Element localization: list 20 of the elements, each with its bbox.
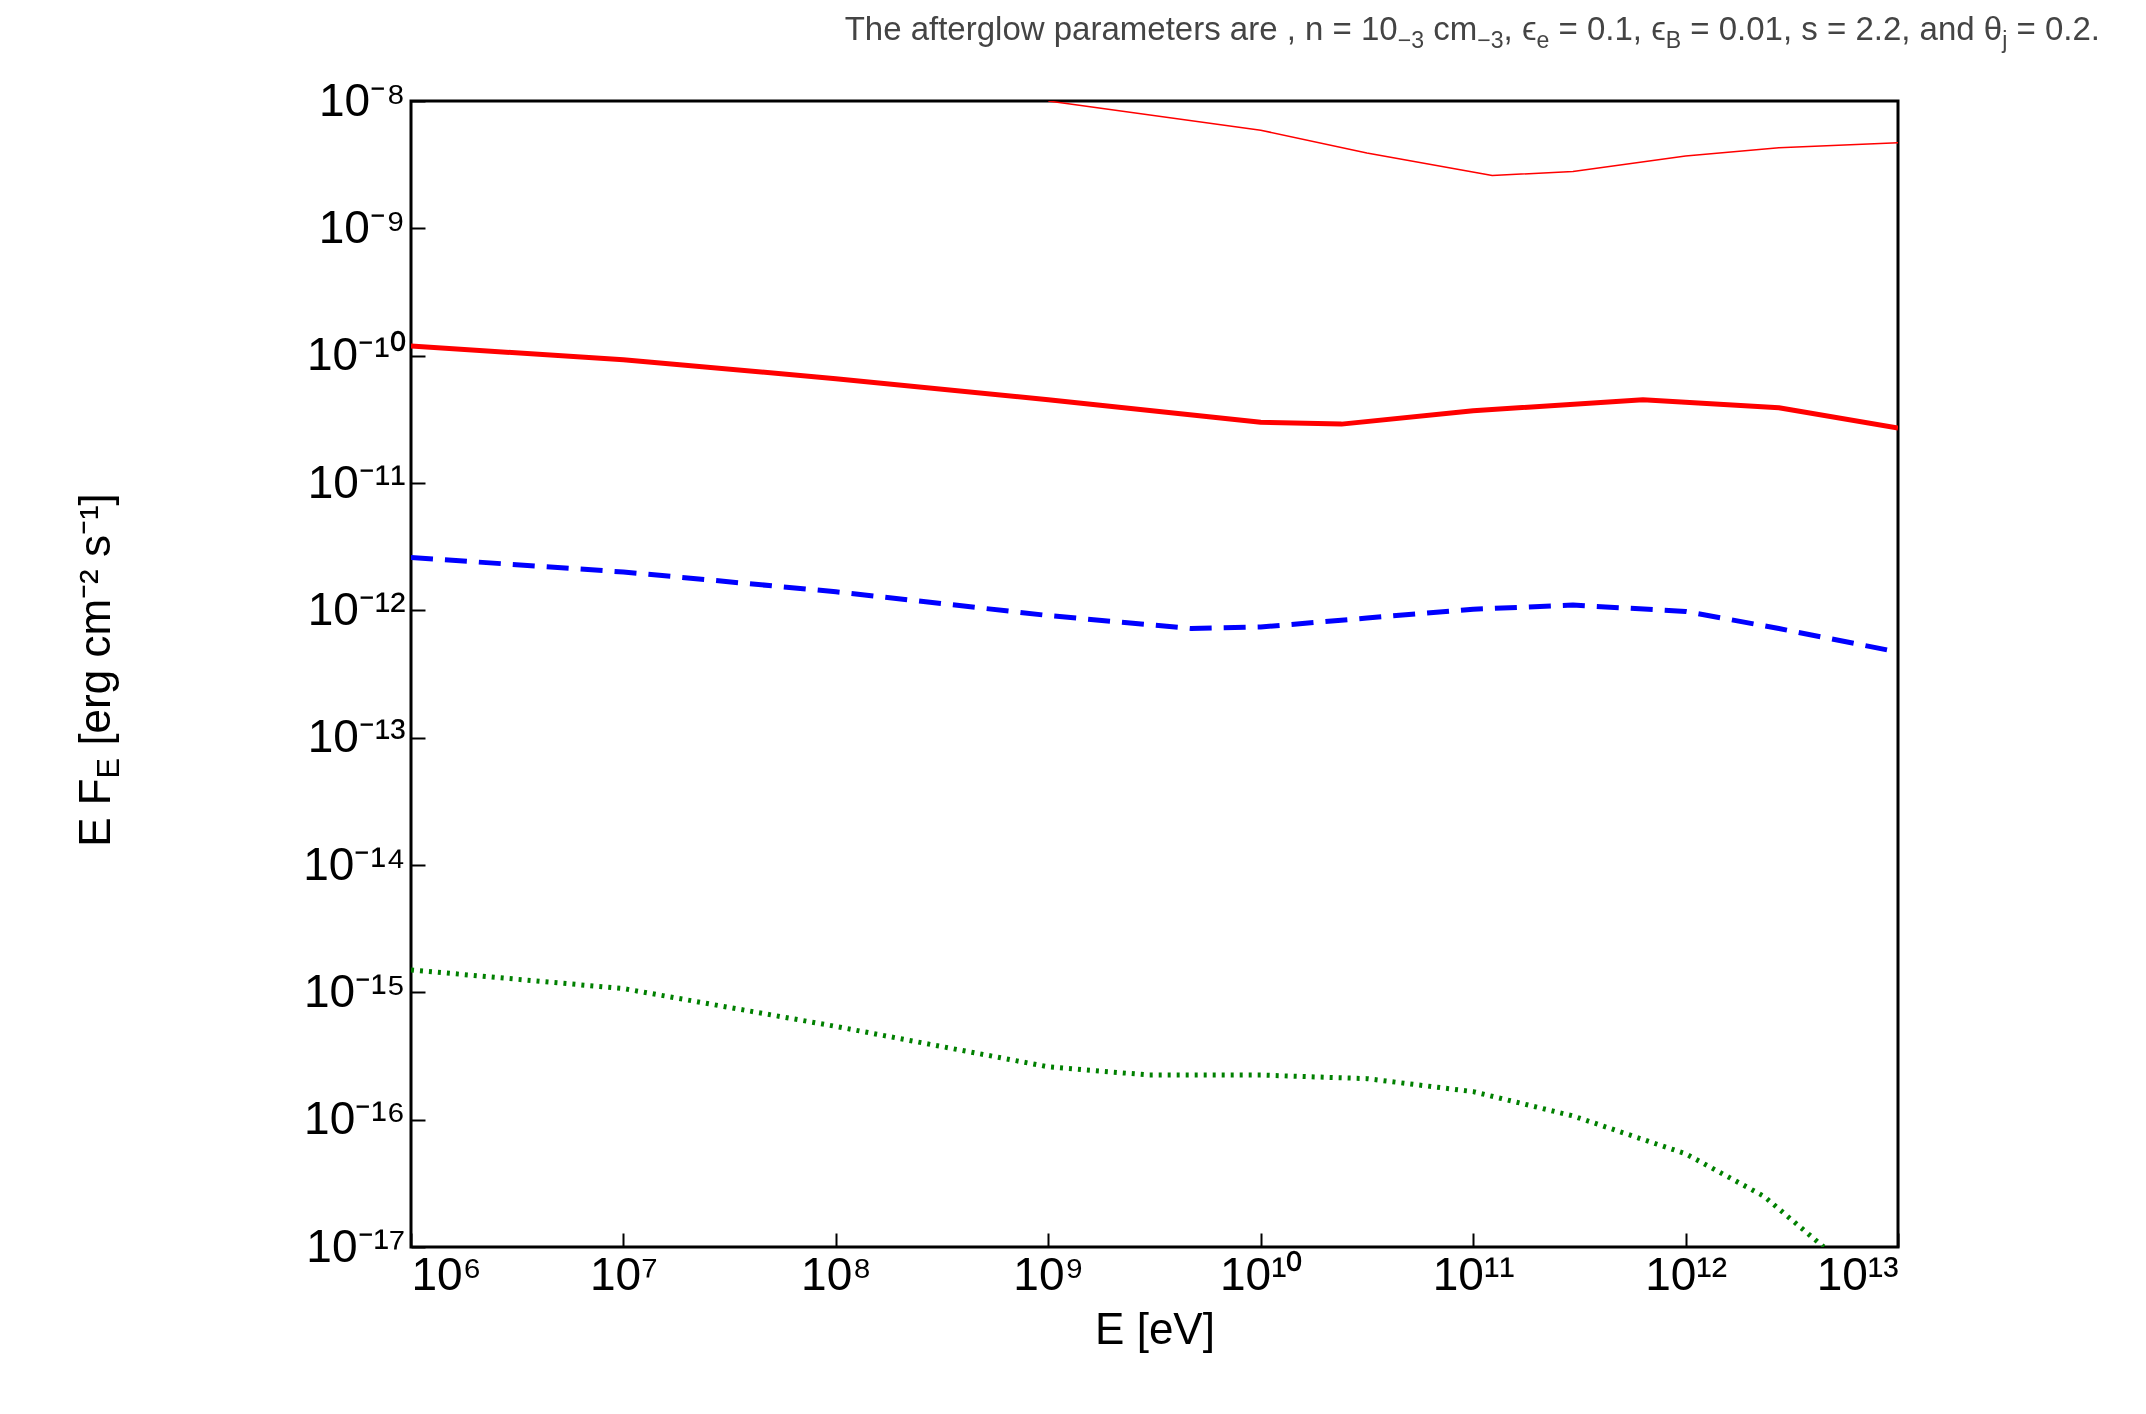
x-tick-label: 10⁷	[590, 1247, 658, 1300]
x-tick-label: 10¹¹	[1432, 1247, 1515, 1300]
y-tick-label: 10⁻¹¹	[307, 455, 406, 508]
x-tick-label: 10¹³	[1816, 1247, 1899, 1300]
x-tick-label: 10⁸	[801, 1247, 872, 1300]
y-tick-label: 10⁻¹⁷	[306, 1219, 406, 1272]
y-tick-label: 10⁻¹⁶	[304, 1092, 406, 1145]
y-tick-label: 10⁻⁸	[318, 73, 406, 126]
y-tick-label: 10⁻⁹	[318, 200, 406, 253]
x-tick-label: 10¹⁰	[1219, 1247, 1303, 1300]
chart-title: The afterglow parameters are , n = 10$_{−3}$ cm$_{−3}$, ϵ$_{e}$ = 0.1, ϵ$_{B}$ = 0.01, s = 2.2, and θ$_{j}$ = 0.2.	[844, 10, 2100, 53]
x-tick-label: 10¹²	[1645, 1247, 1727, 1300]
y-tick-label: 10⁻¹⁴	[303, 837, 406, 890]
y-tick-label: 10⁻¹³	[307, 710, 406, 763]
x-tick-label: 10⁶	[411, 1247, 482, 1300]
y-tick-label: 10⁻¹²	[307, 582, 406, 635]
x-tick-label: 10⁹	[1013, 1247, 1085, 1300]
y-tick-label: 10⁻¹⁰	[307, 328, 406, 381]
x-axis-title: E [eV]	[1095, 1303, 1215, 1353]
y-tick-label: 10⁻¹⁵	[303, 964, 406, 1017]
